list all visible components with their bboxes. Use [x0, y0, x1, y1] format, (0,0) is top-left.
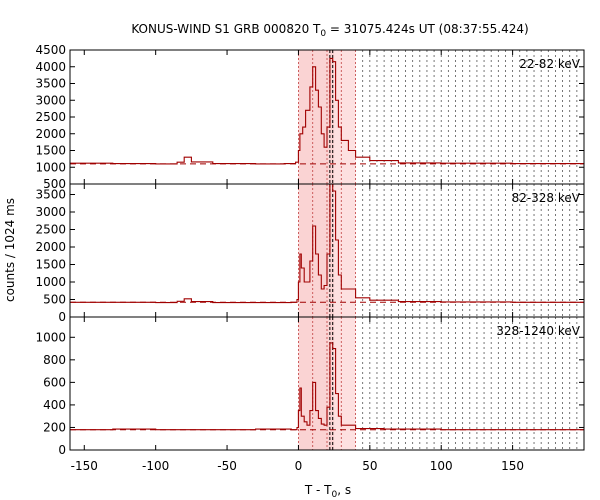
x-axis-label: T - T0, s	[304, 483, 351, 500]
x-tick-label: 50	[362, 459, 377, 473]
burst-main-shade	[298, 184, 335, 317]
y-tick-label: 1000	[35, 275, 66, 289]
panel-3: 0 200 400 600 800 1000 328-1240 keV	[35, 316, 585, 457]
x-tick-label: 150	[501, 459, 524, 473]
y-tick-label: 0	[58, 443, 66, 457]
burst-main-shade	[298, 50, 335, 184]
y-tick-label: 1000	[35, 160, 66, 174]
y-tick-label: 3500	[35, 77, 66, 91]
energy-band-label: 328-1240 keV	[496, 324, 580, 338]
y-tick-label: 500	[43, 293, 66, 307]
y-tick-label: 200	[43, 420, 66, 434]
panel-1: 500 1000 1500 2000 2500 3000 3500 4000 4500 22-82…	[35, 43, 585, 191]
x-tick-label: -150	[71, 459, 98, 473]
chart-title-subscript: 0	[320, 29, 326, 39]
x-axis-label-tail: , s	[337, 483, 351, 497]
y-tick-label: 1000	[35, 330, 66, 344]
y-tick-label: 600	[43, 375, 66, 389]
panels: 5001000150020002500300035004000450022-82…	[35, 43, 585, 473]
y-tick-label: 2000	[35, 127, 66, 141]
light-curve-series	[70, 57, 585, 165]
energy-band-label: 82-328 keV	[512, 191, 581, 205]
y-tick-label: 0	[58, 310, 66, 324]
x-tick-label: -50	[217, 459, 237, 473]
y-tick-label: 2500	[35, 110, 66, 124]
x-tick-label: 0	[295, 459, 303, 473]
panel-frame	[69, 316, 585, 451]
chart-title-tail: = 31075.424s UT (08:37:55.424)	[326, 22, 529, 36]
y-tick-label: 2000	[35, 240, 66, 254]
y-tick-label: 800	[43, 353, 66, 367]
y-tick-label: 500	[43, 177, 66, 191]
y-tick-label: 3000	[35, 93, 66, 107]
y-tick-label: 400	[43, 398, 66, 412]
burst-main-shade	[298, 317, 335, 450]
y-tick-label: 4000	[35, 60, 66, 74]
x-axis-label-subscript: 0	[332, 490, 338, 500]
light-curve-series	[70, 183, 584, 304]
chart-title: KONUS-WIND S1 GRB 000820 T0 = 31075.424s…	[131, 22, 528, 39]
energy-band-label: 22-82 keV	[519, 57, 581, 71]
y-tick-label: 4500	[35, 43, 66, 57]
x-axis-label-main: T - T	[304, 483, 332, 497]
y-tick-label: 3500	[35, 188, 66, 202]
chart-title-main: KONUS-WIND S1 GRB 000820 T	[131, 22, 321, 36]
x-tick-label: 100	[430, 459, 453, 473]
y-tick-label: 1500	[35, 144, 66, 158]
y-tick-label: 3000	[35, 205, 66, 219]
y-axis-label: counts / 1024 ms	[3, 198, 17, 302]
y-tick-label: 2500	[35, 223, 66, 237]
x-tick-label: -100	[142, 459, 169, 473]
y-tick-label: 1500	[35, 258, 66, 272]
panel-2: 0 500 1000 1500 2000 2500 3000 3500 82-328 keV	[35, 183, 585, 324]
light-curve-series	[70, 342, 584, 431]
